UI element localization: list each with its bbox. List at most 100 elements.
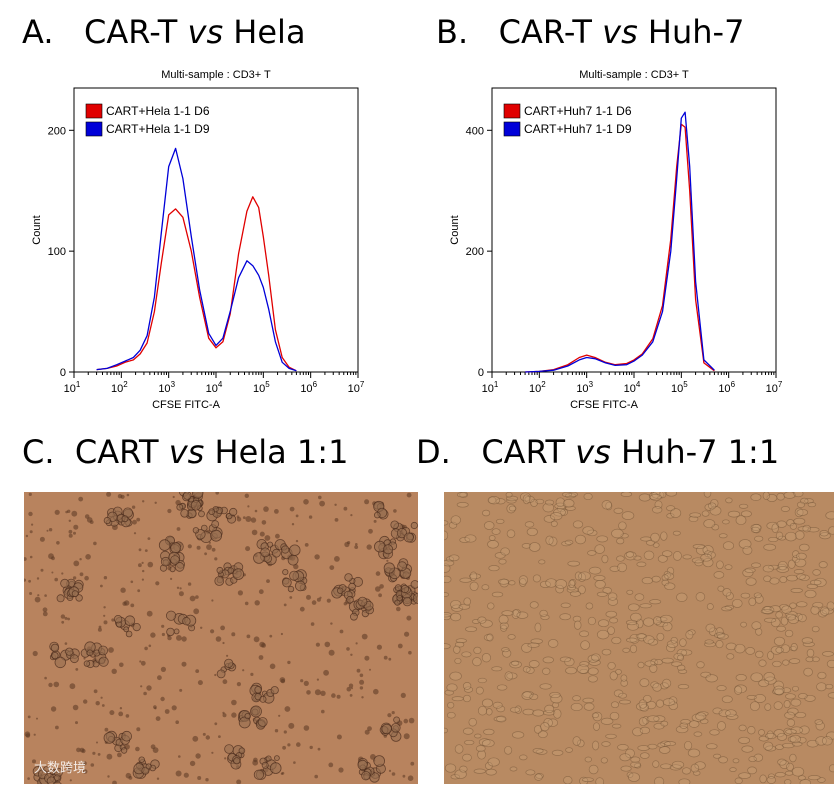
micro-c-cell bbox=[236, 515, 240, 519]
micro-d-cell bbox=[684, 740, 693, 751]
micro-d-cell bbox=[498, 578, 510, 585]
micro-d-cell bbox=[774, 688, 785, 696]
micro-d-cell bbox=[581, 777, 594, 783]
micro-d-cell bbox=[522, 708, 535, 716]
micro-d-cell bbox=[773, 680, 784, 691]
micro-c-cell bbox=[303, 725, 310, 731]
micro-d-cell bbox=[651, 492, 665, 499]
micro-c-cell-cluster bbox=[348, 582, 356, 591]
micro-c-cell bbox=[408, 717, 415, 724]
micro-c-cell bbox=[119, 662, 124, 668]
micro-d-cell bbox=[715, 640, 724, 649]
chart-a-legend-label-2: CART+Hela 1-1 D9 bbox=[106, 122, 210, 136]
micro-d-cell bbox=[702, 558, 714, 568]
micro-d-cell bbox=[789, 523, 798, 530]
micro-d-cell bbox=[578, 585, 586, 595]
micro-c-cell bbox=[321, 709, 325, 714]
micro-c-cell-cluster bbox=[176, 503, 184, 511]
micro-d-cell bbox=[630, 761, 641, 768]
micro-d-cell bbox=[658, 492, 667, 499]
micro-c-cell-cluster bbox=[56, 594, 65, 603]
micro-d-cell bbox=[477, 705, 488, 716]
micro-c-cell-cluster bbox=[289, 570, 300, 581]
micro-d-cell bbox=[568, 492, 578, 497]
micro-d-cell bbox=[450, 599, 462, 609]
micro-d-cell bbox=[630, 612, 642, 622]
micro-c-cell bbox=[79, 558, 82, 561]
micro-d-cell bbox=[451, 696, 464, 702]
micro-c-cell bbox=[36, 717, 38, 720]
micro-c-cell-cluster bbox=[390, 520, 400, 530]
micro-c-cell-cluster bbox=[51, 652, 59, 660]
micro-d-cell bbox=[704, 550, 712, 558]
micro-c-cell-cluster bbox=[174, 562, 185, 572]
micro-d-cell bbox=[803, 667, 813, 677]
chart-b-x-tick-label: 102 bbox=[529, 380, 546, 395]
micro-d-cell bbox=[535, 773, 544, 779]
micro-d-cell bbox=[574, 571, 582, 581]
micro-d-cell bbox=[593, 575, 606, 581]
micro-c-cell-cluster bbox=[373, 511, 381, 519]
micro-c-cell bbox=[253, 636, 260, 643]
micro-c-cell bbox=[196, 545, 201, 550]
micro-d-cell bbox=[588, 764, 599, 775]
micro-c-cell bbox=[111, 618, 115, 622]
micro-c-cell bbox=[373, 519, 377, 523]
micro-d-cell bbox=[620, 674, 628, 682]
micro-d-cell bbox=[562, 499, 575, 508]
micro-d-cell bbox=[601, 500, 612, 510]
micro-d-cell bbox=[678, 778, 691, 784]
micro-d-cell bbox=[567, 584, 577, 591]
micro-d-cell bbox=[680, 649, 693, 656]
micro-d-cell bbox=[454, 657, 462, 665]
micro-d-cell bbox=[795, 552, 807, 561]
micro-c-cell bbox=[117, 494, 123, 499]
micro-c-cell bbox=[119, 707, 123, 710]
micro-c-cell bbox=[367, 726, 372, 731]
micro-d-cell bbox=[625, 551, 634, 558]
micro-d-cell bbox=[601, 554, 609, 564]
micro-d-cell bbox=[499, 578, 509, 588]
micro-d-cell bbox=[786, 574, 798, 582]
micro-c-cell-cluster bbox=[158, 539, 171, 551]
micro-d-cell bbox=[715, 627, 724, 636]
micro-d-cell bbox=[444, 563, 451, 573]
micro-d-cell bbox=[807, 775, 821, 781]
micro-c-cell bbox=[314, 554, 320, 560]
micro-c-cell bbox=[60, 614, 66, 619]
micro-d-cell bbox=[481, 698, 494, 708]
micro-d-cell bbox=[549, 691, 561, 699]
micro-d-cell bbox=[718, 709, 731, 717]
micro-d-cell bbox=[454, 641, 465, 648]
micro-c-cell bbox=[183, 772, 189, 778]
micro-c-cell bbox=[160, 696, 165, 702]
chart-b-y-tick-label: 200 bbox=[466, 246, 484, 258]
micro-c-cell bbox=[136, 517, 141, 522]
micro-d-cell bbox=[613, 689, 624, 698]
micro-d-cell bbox=[786, 762, 794, 772]
micro-c-cell bbox=[103, 614, 106, 617]
micro-d-cell bbox=[448, 554, 460, 562]
micro-d-cell bbox=[638, 493, 651, 502]
panel-a-title-vs: vs bbox=[187, 13, 224, 51]
micro-d-cell bbox=[596, 535, 609, 543]
micro-c-cell-cluster bbox=[71, 590, 79, 597]
micro-d-cell bbox=[662, 678, 672, 688]
micro-d-cell bbox=[729, 767, 737, 772]
micro-c-cell bbox=[189, 595, 196, 602]
micro-d-cell bbox=[587, 667, 599, 676]
micro-c-cell bbox=[356, 668, 361, 673]
micro-d-cell bbox=[456, 502, 469, 508]
micro-d-cell bbox=[678, 669, 688, 674]
micro-d-cell bbox=[766, 776, 776, 784]
micro-d-cell bbox=[779, 603, 789, 611]
micro-c-cell-cluster bbox=[400, 584, 410, 594]
panel-b-title-left: CAR-T bbox=[498, 13, 592, 51]
micro-d-cell bbox=[797, 775, 806, 781]
micro-d-cell bbox=[535, 498, 545, 505]
micro-d-cell bbox=[572, 615, 582, 623]
micro-c-cell bbox=[263, 506, 269, 512]
micro-d-cell bbox=[811, 625, 820, 633]
micro-d-cell bbox=[620, 492, 633, 497]
micro-d-cell bbox=[522, 494, 531, 505]
